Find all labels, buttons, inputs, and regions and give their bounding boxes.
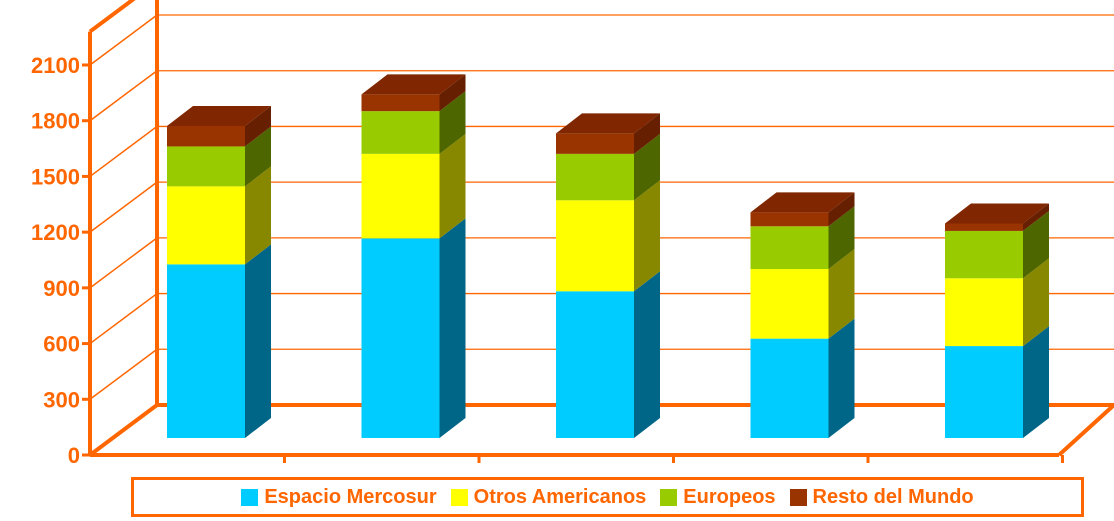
legend-label: Espacio Mercosur — [264, 485, 437, 508]
bar-segment — [945, 203, 1049, 231]
bar-face — [945, 223, 1023, 231]
bar-side — [245, 166, 271, 265]
bar-side — [828, 318, 855, 438]
bar-segment — [361, 218, 466, 438]
bar-side — [245, 106, 271, 147]
bar-segment — [945, 258, 1049, 347]
floor-right-edge — [1057, 403, 1114, 457]
bar-side — [439, 74, 466, 112]
bar-side — [828, 206, 855, 269]
legend-label: Otros Americanos — [473, 485, 647, 508]
bar-face — [945, 278, 1023, 347]
bar-segment — [750, 318, 855, 438]
bar-side — [439, 91, 466, 154]
bar-face — [167, 264, 245, 438]
bar-face — [750, 269, 829, 339]
bar-top — [945, 203, 1049, 224]
bar-side — [245, 126, 271, 187]
legend-label: Europeos — [683, 485, 776, 508]
legend-swatch — [660, 488, 678, 506]
bar-face — [361, 153, 440, 239]
bar-face — [945, 230, 1023, 279]
bar-face — [750, 338, 829, 438]
bar-segment — [750, 192, 855, 227]
bar-face — [556, 291, 634, 438]
bar-top — [750, 192, 855, 213]
y-tick-label: 900 — [43, 276, 80, 301]
side-wall-line — [89, 237, 158, 289]
bar-segment — [556, 180, 660, 292]
bar-side — [1023, 210, 1049, 279]
legend-swatch — [789, 488, 807, 506]
bar-face — [167, 126, 245, 147]
bar-segment — [945, 210, 1049, 279]
bar-face — [556, 133, 634, 154]
side-wall-line — [89, 125, 158, 178]
bar-side — [439, 218, 466, 438]
bar-segment — [361, 133, 466, 239]
bar-segment — [750, 249, 855, 339]
bar-segment — [167, 126, 271, 187]
bar-face — [556, 153, 634, 201]
bar-face — [556, 200, 634, 292]
bar-face — [167, 186, 245, 265]
bar-side — [634, 271, 660, 438]
legend-item-espacio-mercosur: Espacio Mercosur — [241, 485, 437, 509]
bar-segment — [556, 271, 660, 438]
legend-item-europeos: Europeos — [660, 485, 776, 509]
bar-side — [245, 244, 271, 438]
y-tick-label: 1800 — [31, 109, 80, 134]
bar-segment — [945, 326, 1049, 438]
legend-swatch — [450, 488, 468, 506]
legend-item-resto-del-mundo: Resto del Mundo — [789, 485, 974, 509]
bar-segment — [556, 133, 660, 201]
bar-segment — [361, 74, 466, 112]
y-tick-label: 2100 — [31, 53, 80, 78]
side-wall-top-edge — [88, 0, 136, 34]
bar-face — [361, 94, 440, 112]
y-tick-label: 1200 — [31, 220, 80, 245]
side-wall-line — [89, 70, 158, 122]
side-wall-line — [89, 292, 158, 345]
legend-item-otros-americanos: Otros Americanos — [450, 485, 647, 509]
y-tick-label: 300 — [43, 387, 80, 412]
bar-face — [167, 146, 245, 187]
chart-legend: Espacio Mercosur Otros Americanos Europe… — [131, 477, 1084, 517]
side-wall-line — [89, 181, 158, 233]
bar-top — [556, 113, 660, 134]
bar-side — [439, 133, 466, 239]
legend-label: Resto del Mundo — [812, 485, 974, 508]
bar-face — [750, 226, 829, 269]
side-wall-line — [89, 14, 158, 66]
bar-face — [361, 111, 440, 154]
bar-side — [828, 249, 855, 339]
bar-side — [634, 180, 660, 292]
bar-side — [1023, 326, 1049, 438]
legend-swatch — [241, 488, 259, 506]
side-wall-line — [89, 348, 158, 400]
bar-segment — [750, 206, 855, 269]
bar-top — [167, 106, 271, 126]
bar-face — [361, 238, 440, 438]
bar-segment — [361, 91, 466, 154]
bar-segment — [167, 244, 271, 438]
bar-segment — [167, 106, 271, 147]
bar-side — [634, 113, 660, 154]
bar-face — [945, 346, 1023, 438]
bar-side — [1023, 203, 1049, 231]
bar-side — [634, 133, 660, 201]
bar-segment — [167, 166, 271, 265]
floor-left-edge — [88, 403, 159, 457]
bar-side — [828, 192, 855, 227]
bar-top — [361, 74, 466, 95]
bar-side — [1023, 258, 1049, 347]
bar-segment — [556, 113, 660, 154]
y-tick-label: 1500 — [31, 164, 80, 189]
y-tick-label: 600 — [43, 332, 80, 357]
y-tick-label: 0 — [68, 443, 80, 468]
bar-face — [750, 212, 829, 227]
